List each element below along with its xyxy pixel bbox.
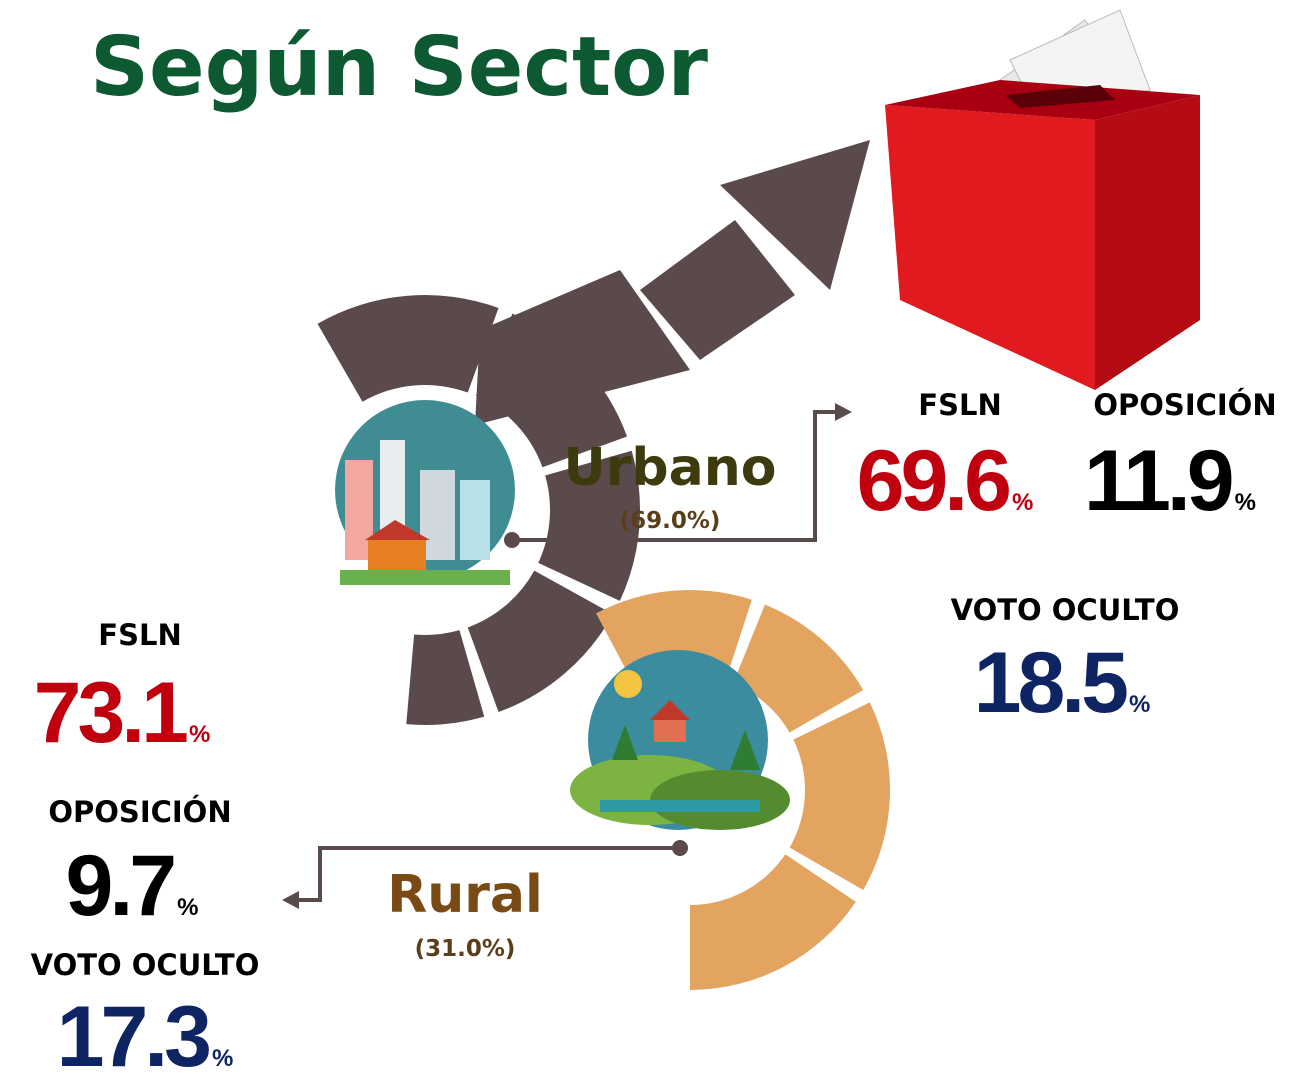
title: Según Sector <box>90 20 708 115</box>
result: 9.7% <box>66 838 199 934</box>
connector-dot <box>504 532 520 548</box>
result-value: 9.7 <box>66 838 175 934</box>
ring-segment <box>406 630 484 725</box>
result-unit: % <box>1235 489 1256 516</box>
result: 17.3% <box>57 989 234 1074</box>
result: 18.5% <box>974 635 1151 731</box>
infographic: Según Sector Urbano (69.0%) Rural (31.0%… <box>0 0 1301 1074</box>
result: 73.1% <box>34 665 211 761</box>
party-label: OPOSICIÓN <box>1093 388 1276 422</box>
result-value: 69.6 <box>857 433 1010 529</box>
result-value: 73.1 <box>34 665 188 761</box>
arrow-head <box>282 891 299 909</box>
connector-dot <box>672 840 688 856</box>
ballot-box <box>885 10 1200 390</box>
party-label: VOTO OCULTO <box>31 948 260 982</box>
ring-segment <box>690 854 856 990</box>
arrow-head <box>835 403 852 421</box>
ring-segment <box>468 571 613 712</box>
party-label: FSLN <box>918 388 1001 422</box>
sector-label: Rural <box>387 865 543 925</box>
result: 69.6% <box>857 433 1034 529</box>
sector-share: (69.0%) <box>620 508 721 534</box>
result-unit: % <box>212 1045 233 1072</box>
result-unit: % <box>1129 691 1150 718</box>
result: 11.9% <box>1084 433 1256 529</box>
party-label: VOTO OCULTO <box>951 593 1180 627</box>
ring-segment <box>318 295 499 402</box>
ring-segment <box>790 702 890 890</box>
result-value: 18.5 <box>974 635 1128 731</box>
sector-share: (31.0%) <box>415 936 516 962</box>
result-unit: % <box>177 894 198 921</box>
sector-label: Urbano <box>564 438 777 498</box>
urban-icon <box>335 400 515 585</box>
result-value: 17.3 <box>57 989 210 1074</box>
party-label: FSLN <box>98 618 181 652</box>
result-unit: % <box>189 721 210 748</box>
result-unit: % <box>1012 489 1033 516</box>
result-value: 11.9 <box>1084 433 1232 529</box>
party-label: OPOSICIÓN <box>48 795 231 829</box>
